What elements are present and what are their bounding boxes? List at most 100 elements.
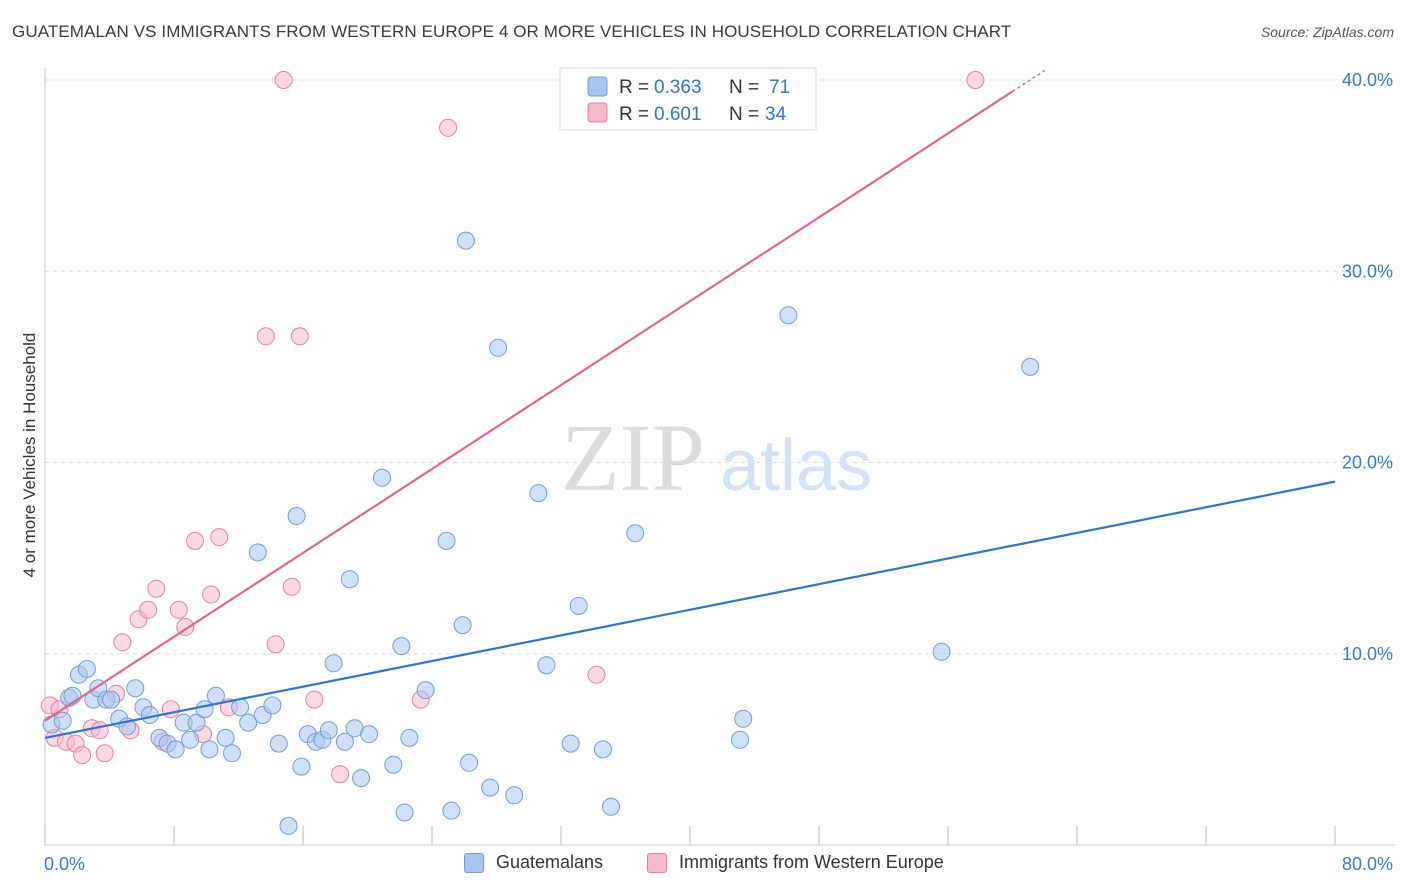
- guatemalan-point-52[interactable]: [442, 801, 461, 820]
- western-europe-point-13[interactable]: [139, 600, 158, 619]
- western-europe-point-27[interactable]: [282, 577, 301, 596]
- guatemalan-point-21[interactable]: [195, 700, 214, 719]
- guatemalan-point-67[interactable]: [734, 709, 753, 728]
- western-europe-point-8[interactable]: [95, 744, 114, 763]
- guatemalan-point-47[interactable]: [392, 637, 411, 656]
- western-europe-point-10[interactable]: [113, 633, 132, 652]
- guatemalan-point-32[interactable]: [279, 816, 298, 835]
- legend-label-guatemalans: Guatemalans: [496, 852, 604, 872]
- guatemalan-point-50[interactable]: [416, 681, 435, 700]
- guatemalan-point-33[interactable]: [287, 507, 306, 525]
- guatemalan-point-9[interactable]: [102, 690, 121, 709]
- western-europe-point-26[interactable]: [274, 71, 293, 89]
- guatemalan-point-69[interactable]: [932, 642, 951, 661]
- guatemalan-point-44[interactable]: [360, 725, 379, 744]
- guatemalan-point-53[interactable]: [453, 616, 472, 635]
- guatemalan-point-45[interactable]: [373, 468, 391, 487]
- stats-legend-n-label-pink: N =: [729, 104, 759, 125]
- guatemalan-point-39[interactable]: [324, 654, 343, 673]
- guatemalan-point-59[interactable]: [529, 484, 548, 503]
- guatemalan-point-66[interactable]: [731, 730, 749, 749]
- series-immigrants-western-europe: [40, 71, 985, 784]
- guatemalan-point-34[interactable]: [292, 757, 311, 776]
- guatemalan-point-43[interactable]: [352, 769, 371, 788]
- western-europe-point-28[interactable]: [290, 327, 309, 346]
- guatemalan-point-54[interactable]: [456, 231, 475, 250]
- guatemalan-point-12[interactable]: [126, 679, 145, 698]
- western-europe-point-21[interactable]: [202, 585, 221, 604]
- western-europe-point-25[interactable]: [266, 635, 285, 654]
- guatemalan-point-20[interactable]: [187, 713, 206, 732]
- x-tick-label-min: 0.0%: [44, 854, 85, 874]
- western-europe-point-22[interactable]: [210, 528, 229, 547]
- stats-legend-n-label-blue: N =: [729, 77, 759, 98]
- trendline-extension-immigrants-western-europe: [1012, 69, 1046, 93]
- watermark-atlas: atlas: [720, 426, 872, 506]
- source-credit: Source: ZipAtlas.com: [1260, 24, 1394, 40]
- guatemalan-point-49[interactable]: [400, 728, 419, 747]
- guatemalan-point-24[interactable]: [216, 728, 235, 747]
- chart-title: GUATEMALAN VS IMMIGRANTS FROM WESTERN EU…: [12, 22, 1012, 41]
- guatemalan-point-56[interactable]: [481, 778, 500, 797]
- y-tick-label-3: 40.0%: [1342, 70, 1393, 90]
- western-europe-point-14[interactable]: [147, 579, 166, 598]
- western-europe-point-24[interactable]: [256, 327, 275, 346]
- guatemalan-point-30[interactable]: [263, 696, 282, 715]
- guatemalan-point-28[interactable]: [248, 543, 267, 562]
- guatemalan-point-51[interactable]: [437, 531, 456, 550]
- guatemalan-point-25[interactable]: [223, 744, 241, 763]
- western-europe-point-33[interactable]: [587, 665, 606, 684]
- guatemalan-point-41[interactable]: [340, 570, 359, 589]
- y-tick-label-1: 20.0%: [1342, 453, 1393, 473]
- legend-item-guatemalans[interactable]: Guatemalans: [464, 852, 603, 873]
- stats-legend-swatch-blue: [587, 76, 608, 97]
- guatemalan-point-58[interactable]: [505, 786, 524, 805]
- watermark: ZIP atlas: [561, 404, 872, 511]
- tick-labels: 10.0% 20.0% 30.0% 40.0% 0.0% 80.0%: [44, 70, 1393, 874]
- guatemalan-point-48[interactable]: [395, 803, 414, 822]
- guatemalan-point-57[interactable]: [489, 338, 508, 357]
- stats-legend-r-value-pink: 0.601: [654, 104, 702, 125]
- guatemalan-point-64[interactable]: [602, 797, 620, 816]
- trendline-immigrants-western-europe: [44, 90, 1014, 722]
- guatemalan-point-19[interactable]: [181, 730, 200, 749]
- legend-swatch-immigrants-western-europe: [647, 852, 667, 873]
- legend-label-immigrants-western-europe: Immigrants from Western Europe: [679, 852, 944, 872]
- guatemalan-point-60[interactable]: [537, 656, 556, 675]
- western-europe-point-19[interactable]: [186, 531, 204, 550]
- western-europe-point-29[interactable]: [305, 690, 324, 709]
- stats-legend-swatch-pink: [587, 102, 608, 123]
- guatemalan-point-27[interactable]: [239, 713, 258, 732]
- guatemalan-point-65[interactable]: [626, 524, 645, 543]
- stats-legend-r-value-blue: 0.363: [654, 77, 702, 98]
- guatemalan-point-40[interactable]: [335, 732, 354, 751]
- western-europe-point-30[interactable]: [331, 765, 350, 784]
- guatemalan-point-1[interactable]: [53, 711, 72, 730]
- western-europe-point-7[interactable]: [90, 721, 109, 740]
- guatemalan-point-70[interactable]: [1021, 357, 1040, 376]
- guatemalan-point-17[interactable]: [166, 740, 185, 759]
- guatemalan-point-68[interactable]: [779, 306, 798, 325]
- guatemalan-point-38[interactable]: [319, 721, 338, 740]
- series-guatemalans: [42, 231, 1040, 835]
- guatemalan-point-46[interactable]: [384, 755, 403, 774]
- guatemalan-point-61[interactable]: [561, 734, 580, 753]
- western-europe-point-5[interactable]: [73, 746, 92, 765]
- western-europe-point-32[interactable]: [439, 118, 458, 137]
- axes: [44, 68, 1395, 846]
- guatemalan-point-22[interactable]: [200, 740, 219, 759]
- guatemalan-point-62[interactable]: [569, 596, 588, 615]
- guatemalan-point-5[interactable]: [77, 660, 96, 678]
- western-europe-point-17[interactable]: [169, 600, 188, 619]
- guatemalan-point-55[interactable]: [460, 753, 479, 772]
- stats-legend-r-label-blue: R =: [619, 77, 649, 98]
- stats-legend-n-value-blue: 71: [769, 77, 790, 98]
- grid-lines: [45, 79, 1395, 655]
- guatemalan-point-31[interactable]: [269, 734, 288, 753]
- trendline-guatemalans: [44, 480, 1336, 739]
- guatemalan-point-63[interactable]: [593, 740, 612, 759]
- stats-legend-r-label-pink: R =: [619, 104, 649, 125]
- legend-item-immigrants-western-europe[interactable]: Immigrants from Western Europe: [647, 852, 944, 873]
- western-europe-point-34[interactable]: [966, 71, 985, 89]
